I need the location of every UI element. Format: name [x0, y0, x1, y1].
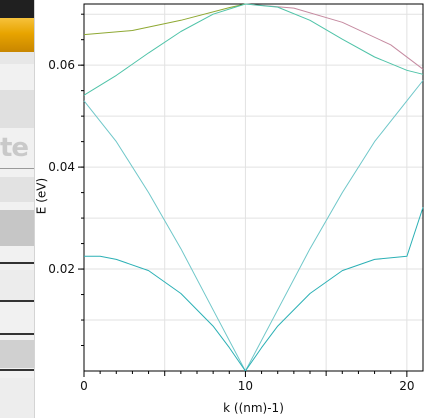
- panel-field[interactable]: [0, 177, 34, 202]
- panel-header-bar: [0, 0, 34, 18]
- panel-divider: [0, 262, 34, 264]
- y-tick-label: 0.02: [48, 262, 75, 276]
- panel-field[interactable]: [0, 340, 34, 368]
- panel-field[interactable]: [0, 270, 34, 300]
- panel-faded-label: te: [0, 133, 29, 163]
- y-axis-label: E (eV): [35, 178, 49, 214]
- x-tick-label: 0: [80, 379, 88, 393]
- y-tick-label: 0.04: [48, 160, 75, 174]
- plot-frame: [83, 3, 424, 372]
- series-line-4: [83, 80, 424, 372]
- chart-grid: [84, 4, 423, 371]
- panel-field[interactable]: [0, 90, 34, 128]
- y-axis-ticks: 0.02 0.04 0.06: [48, 13, 84, 347]
- panel-selected-item[interactable]: [0, 210, 34, 246]
- series-line-1: [83, 3, 246, 36]
- x-axis-ticks: 0 10 20: [80, 371, 414, 393]
- panel-divider: [0, 168, 34, 169]
- chart-series: [83, 3, 424, 372]
- x-tick-label: 10: [238, 379, 253, 393]
- panel-band: [0, 52, 34, 64]
- panel-divider: [0, 333, 34, 335]
- left-control-panel: te: [0, 0, 35, 418]
- panel-field[interactable]: [0, 378, 34, 418]
- panel-divider: [0, 369, 34, 371]
- x-axis-label: k ((nm)-1): [223, 401, 284, 415]
- series-line-5: [84, 207, 424, 372]
- y-tick-label: 0.06: [48, 58, 75, 72]
- x-tick-label: 20: [399, 379, 414, 393]
- series-line-3: [83, 3, 424, 96]
- panel-orange-button[interactable]: [0, 18, 34, 52]
- panel-divider: [0, 300, 34, 302]
